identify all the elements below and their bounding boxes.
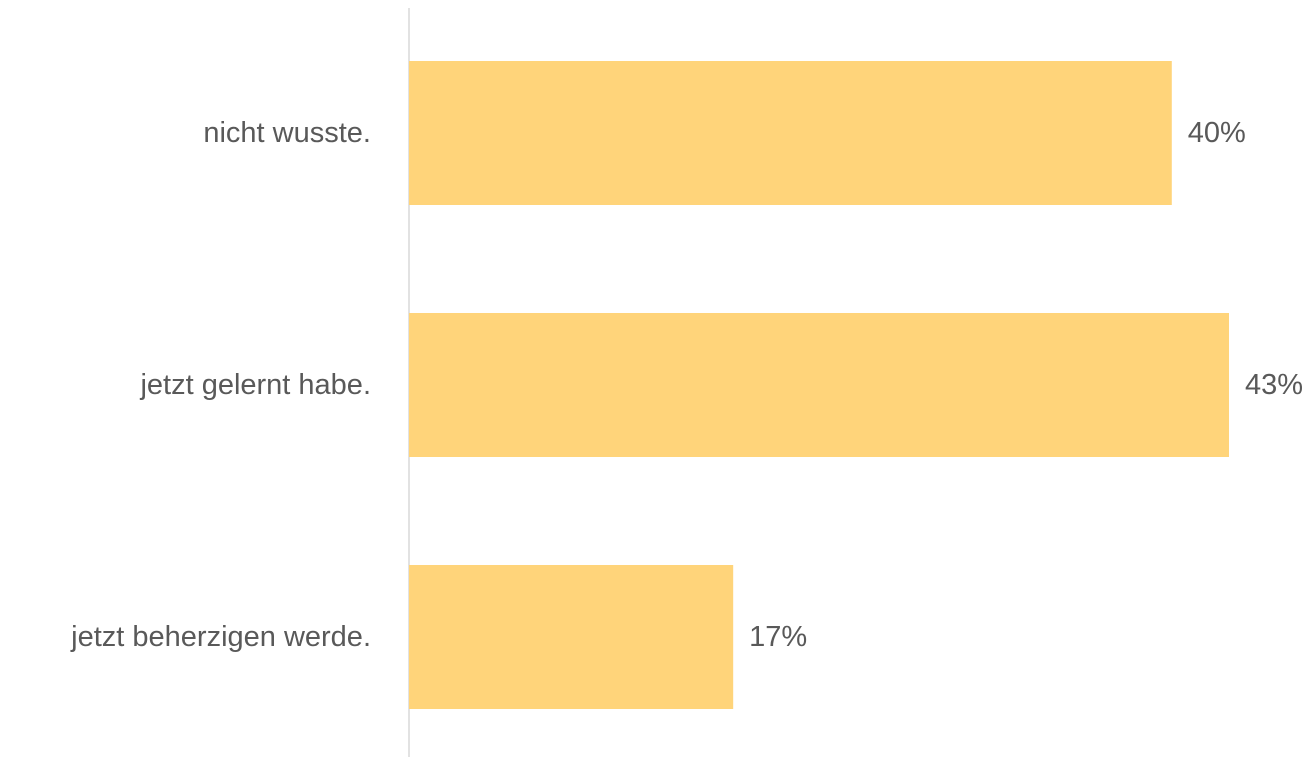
bar-1 xyxy=(409,61,1172,205)
category-label-1: nicht wusste. xyxy=(203,117,371,149)
value-label-3: 17% xyxy=(749,621,807,653)
category-label-3: jetzt beherzigen werde. xyxy=(70,621,371,653)
category-label-2: jetzt gelernt habe. xyxy=(139,369,371,401)
value-label-2: 43% xyxy=(1245,369,1303,401)
bar-2 xyxy=(409,313,1229,457)
value-label-1: 40% xyxy=(1188,117,1246,149)
bar-3 xyxy=(409,565,734,709)
